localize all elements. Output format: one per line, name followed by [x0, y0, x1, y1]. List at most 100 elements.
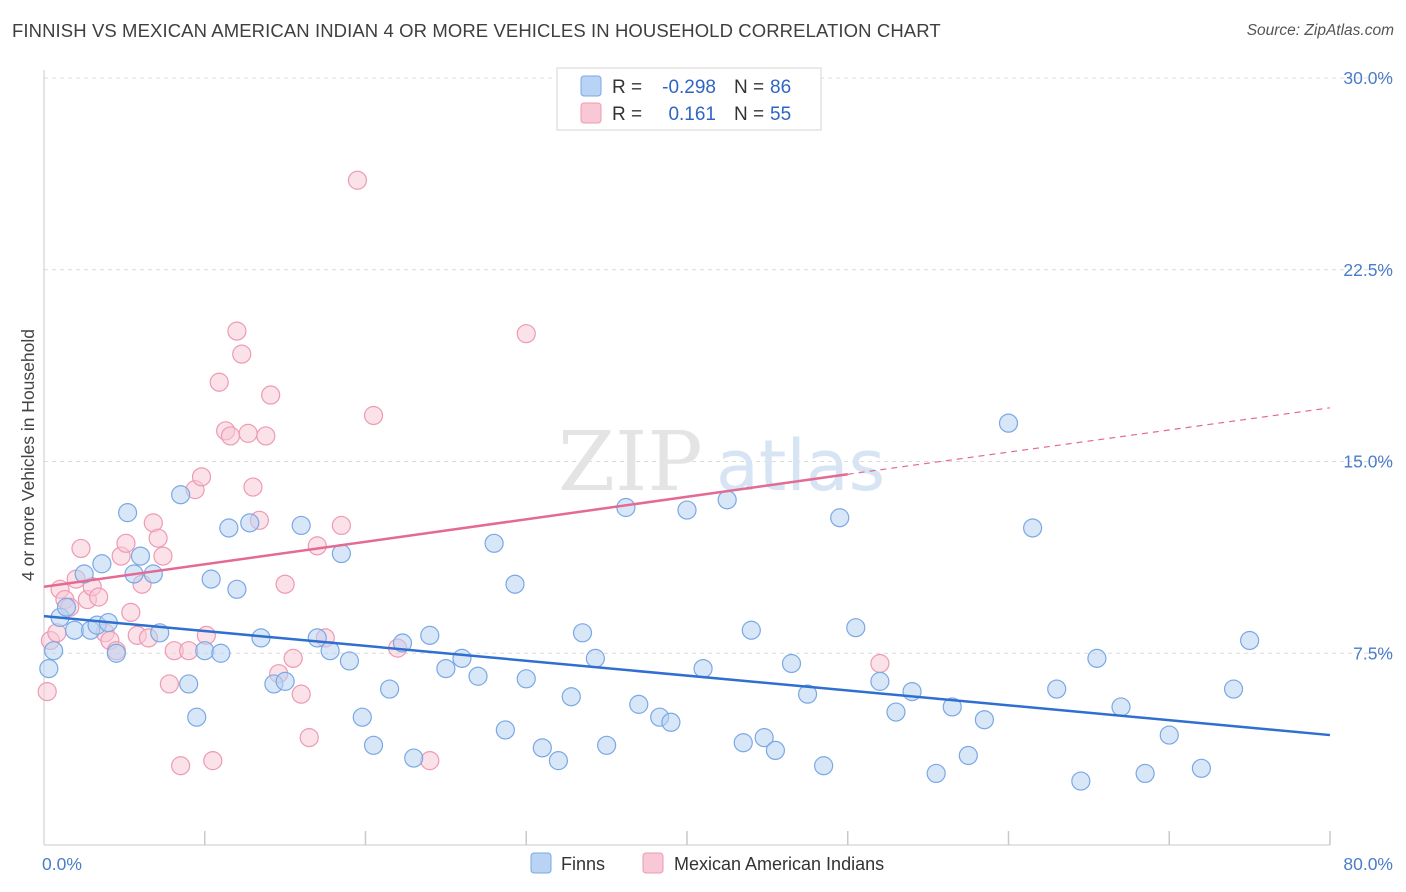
- mexican-point: [363, 405, 384, 426]
- mexican-point: [243, 477, 263, 497]
- finns-point: [616, 497, 636, 518]
- mexican-point: [171, 756, 191, 776]
- finns-point: [629, 694, 649, 714]
- finns-point: [754, 728, 774, 748]
- finns-point: [130, 546, 151, 566]
- finns-point: [74, 564, 94, 584]
- finns-point: [942, 697, 962, 717]
- mexican-point: [116, 533, 136, 553]
- finns-point: [781, 653, 802, 674]
- finns-point: [597, 735, 617, 755]
- x-tick-label-max: 80.0%: [1343, 854, 1393, 874]
- finns-point: [505, 574, 525, 594]
- legend-swatch-finns: [580, 75, 602, 97]
- finns-point: [572, 623, 593, 643]
- finns-point: [201, 569, 221, 589]
- finns-point: [352, 707, 372, 727]
- finns-point: [886, 702, 906, 722]
- finns-point: [693, 658, 713, 679]
- finns-point: [1047, 679, 1067, 699]
- mexican-point: [238, 423, 258, 443]
- finns-point: [1111, 697, 1131, 717]
- mexican-point: [191, 467, 212, 487]
- y-tick-label: 15.0%: [1343, 452, 1393, 472]
- finns-point: [484, 533, 504, 553]
- x-tick-labels: 0.0% 80.0%: [42, 854, 1393, 874]
- mexican-point: [256, 426, 276, 446]
- finns-point: [1071, 771, 1091, 791]
- finns-point: [363, 735, 384, 755]
- mexican-point: [179, 641, 199, 661]
- finns-point: [219, 518, 239, 538]
- finns-point: [733, 733, 753, 753]
- finns-point: [420, 625, 440, 645]
- finns-trend-line: [43, 614, 1331, 737]
- mexican-point: [299, 728, 319, 748]
- mexican-point: [71, 538, 91, 559]
- mexican-point: [232, 344, 252, 364]
- finns-point: [195, 641, 215, 661]
- mexican-trend-extension: [847, 407, 1331, 475]
- legend-n-label-mexican: N =: [734, 104, 764, 125]
- finns-point: [143, 564, 163, 584]
- finns-point: [380, 679, 400, 699]
- finns-point: [814, 756, 834, 776]
- finns-point: [974, 710, 994, 730]
- legend-swatch-mexican: [580, 102, 602, 124]
- finns-point: [227, 579, 247, 599]
- mexican-point: [227, 321, 247, 341]
- finns-point: [1223, 679, 1244, 699]
- legend-n-value-mexican: 55: [770, 104, 791, 125]
- mexican-point: [159, 674, 179, 694]
- mexican-point: [347, 170, 368, 190]
- mexican-point: [37, 681, 57, 702]
- mexican-point: [283, 648, 303, 668]
- finns-point: [240, 513, 260, 533]
- mexican-point: [291, 684, 311, 704]
- y-tick-labels: 7.5% 15.0% 22.5% 30.0%: [1343, 68, 1393, 663]
- mexican-point: [220, 426, 241, 446]
- finns-point: [171, 485, 191, 505]
- finns-point: [64, 620, 85, 640]
- mexican-point: [153, 546, 173, 566]
- finns-point: [717, 490, 737, 510]
- finns-point: [846, 618, 866, 638]
- finns-point: [392, 633, 413, 653]
- finns-points: [39, 413, 1260, 791]
- mexican-point: [516, 324, 536, 344]
- trend-lines: [43, 407, 1331, 737]
- finns-point: [741, 620, 761, 640]
- finns-point: [117, 503, 138, 523]
- legend-r-label-mexican: R =: [612, 104, 642, 125]
- mexican-point: [209, 372, 229, 392]
- y-tick-label: 22.5%: [1343, 260, 1393, 280]
- finns-point: [548, 751, 569, 771]
- finns-point: [291, 515, 311, 536]
- gridlines: [44, 77, 1395, 654]
- mexican-point: [307, 536, 327, 556]
- finns-point: [92, 554, 112, 574]
- mexican-trend-line: [43, 473, 848, 589]
- finns-point: [1240, 630, 1260, 651]
- finns-point: [1159, 725, 1179, 745]
- watermark: ZIP atlas: [558, 415, 885, 510]
- finns-point: [958, 745, 978, 766]
- bottom-legend-label-finns: Finns: [561, 854, 605, 874]
- finns-point: [339, 651, 360, 671]
- finns-point: [830, 508, 850, 528]
- legend-n-label-finns: N =: [734, 77, 764, 98]
- mexican-point: [148, 528, 168, 548]
- mexican-point: [203, 751, 223, 771]
- finns-point: [56, 597, 77, 617]
- finns-point: [765, 740, 786, 761]
- chart-title: FINNISH VS MEXICAN AMERICAN INDIAN 4 OR …: [12, 20, 941, 41]
- finns-point: [468, 666, 488, 686]
- mexican-point: [275, 574, 295, 594]
- mexican-point: [89, 587, 109, 607]
- finns-point: [661, 712, 681, 732]
- mexican-point: [870, 653, 890, 674]
- watermark-atlas: atlas: [716, 425, 885, 507]
- legend-r-label-finns: R =: [612, 77, 642, 98]
- y-tick-label: 30.0%: [1343, 68, 1393, 88]
- finns-point: [677, 500, 697, 520]
